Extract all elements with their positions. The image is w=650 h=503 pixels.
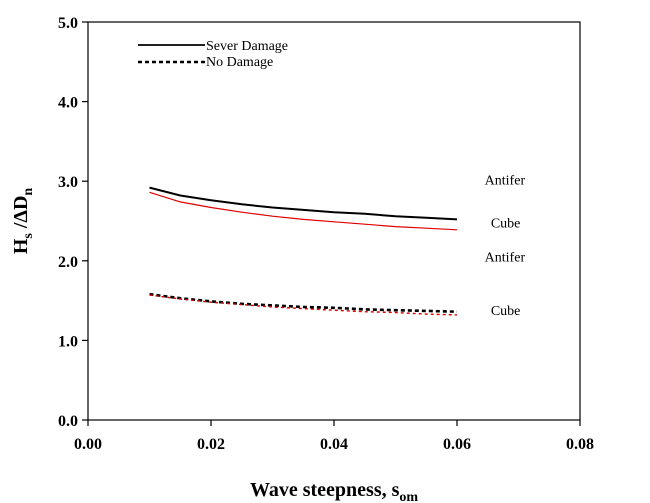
x-tick-label: 0.04 <box>320 436 348 453</box>
y-tick-label: 0.0 <box>58 413 78 430</box>
annotation-cube: Cube <box>491 304 521 319</box>
x-tick-labels: 0.00 0.02 0.04 0.06 0.08 <box>74 436 594 453</box>
x-axis-label: Wave steepness, som <box>250 479 418 503</box>
y-tick-labels: 0.0 1.0 2.0 3.0 4.0 5.0 <box>58 15 78 430</box>
y-tick-label: 1.0 <box>58 333 78 350</box>
series-antifer-sever-damage-line <box>149 186 458 221</box>
series-layer <box>149 186 458 316</box>
annotation-antifer: Antifer <box>485 173 526 188</box>
y-tick-label: 2.0 <box>58 254 78 271</box>
axis-ticks <box>82 21 581 426</box>
legend-label-no-damage: No Damage <box>206 55 273 70</box>
y-tick-label: 4.0 <box>58 95 78 112</box>
series-cube-no-damage-line <box>149 294 458 316</box>
legend: Sever Damage No Damage <box>138 39 288 70</box>
x-tick-label: 0.00 <box>74 436 102 453</box>
legend-label-sever-damage: Sever Damage <box>206 39 288 54</box>
series-antifer-no-damage-line <box>149 292 458 313</box>
x-tick-label: 0.02 <box>197 436 225 453</box>
annotation-layer: Antifer Cube Antifer Cube <box>485 173 526 319</box>
y-tick-label: 5.0 <box>58 15 78 32</box>
y-tick-label: 3.0 <box>58 174 78 191</box>
series-cube-sever-damage-line <box>149 191 458 231</box>
annotation-cube: Cube <box>491 216 521 231</box>
annotation-antifer: Antifer <box>485 251 526 266</box>
x-tick-label: 0.06 <box>443 436 471 453</box>
y-axis-label: Hs /ΔDn <box>10 188 36 255</box>
x-tick-label: 0.08 <box>566 436 594 453</box>
